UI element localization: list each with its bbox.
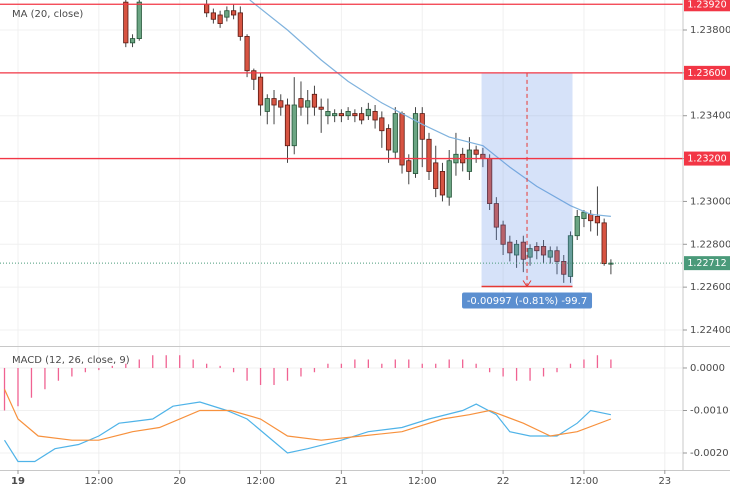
x-tick-label: 23 xyxy=(658,476,671,487)
y-tick-label: 0.0000 xyxy=(690,363,725,374)
candle-body xyxy=(284,104,291,147)
candle-body xyxy=(257,76,264,106)
candle-body xyxy=(217,14,223,24)
candle-body xyxy=(507,241,513,254)
candle-body xyxy=(534,246,540,252)
candle-body xyxy=(561,261,567,275)
candle-body xyxy=(379,117,385,132)
x-tick-label: 12:00 xyxy=(408,476,437,487)
candle-body xyxy=(554,250,560,262)
candle-body xyxy=(298,98,304,108)
candle-body xyxy=(372,111,378,121)
y-tick-label: 1.23000 xyxy=(690,196,730,207)
y-tick-label: -0.0010 xyxy=(690,405,729,416)
last-price-label: 1.22712 xyxy=(687,258,726,269)
candle-body xyxy=(433,162,439,189)
candle-body xyxy=(325,111,331,117)
candle-body xyxy=(318,106,324,110)
candle-body xyxy=(136,1,142,39)
y-tick-label: -0.0020 xyxy=(690,448,729,459)
candle-body xyxy=(399,113,405,166)
candle-body xyxy=(311,93,318,108)
x-tick-label: 21 xyxy=(335,476,348,487)
candle-body xyxy=(473,149,479,155)
candle-body xyxy=(305,100,311,108)
candle-body xyxy=(594,216,601,224)
x-tick-label: 12:00 xyxy=(84,476,113,487)
candle-body xyxy=(251,70,257,80)
candle-body xyxy=(365,108,371,117)
candle-body xyxy=(392,113,398,153)
candle-body xyxy=(224,10,230,18)
price-line-tag xyxy=(684,151,730,166)
candle-body xyxy=(540,246,547,256)
x-tick-label: 12:00 xyxy=(246,476,275,487)
y-tick-label: 1.22600 xyxy=(690,282,730,293)
measure-label-box xyxy=(462,292,593,309)
candle-body xyxy=(385,128,392,151)
candle-body xyxy=(412,113,419,174)
candle-body xyxy=(278,100,284,108)
candle-body xyxy=(210,12,216,20)
x-tick-label: 20 xyxy=(173,476,186,487)
x-tick-label: 22 xyxy=(497,476,510,487)
price-line-label: 1.23600 xyxy=(687,68,726,79)
candle-body xyxy=(574,216,580,237)
candle-body xyxy=(446,160,452,198)
candle-body xyxy=(237,12,243,37)
price-line-tag xyxy=(684,0,730,12)
candle-body xyxy=(129,38,136,44)
candle-body xyxy=(493,203,499,228)
y-tick-label: 1.23400 xyxy=(690,111,730,122)
candle-body xyxy=(581,211,587,219)
candle-body xyxy=(406,160,412,172)
candle-body xyxy=(466,149,473,172)
y-tick-label: 1.22400 xyxy=(690,325,730,336)
candle-body xyxy=(588,213,594,222)
candle-body xyxy=(123,1,129,44)
candle-body xyxy=(520,241,526,260)
candle-body xyxy=(513,243,520,256)
macd-title: MACD (12, 26, close, 9) xyxy=(12,355,130,366)
price-line-tag xyxy=(684,65,730,80)
candle-body xyxy=(291,104,297,147)
candle-body xyxy=(204,3,210,14)
y-tick-label: 1.22800 xyxy=(690,239,730,250)
price-line-label: 1.23200 xyxy=(687,154,726,165)
x-tick-label: 12:00 xyxy=(570,476,599,487)
candle-body xyxy=(332,113,338,117)
candle-body xyxy=(264,98,270,112)
ma-legend: MA (20, close) xyxy=(12,9,83,20)
candle-body xyxy=(426,138,432,172)
y-tick-label: 1.23800 xyxy=(690,25,730,36)
candle-body xyxy=(419,113,425,140)
candle-body xyxy=(338,113,344,117)
last-price-tag xyxy=(684,256,730,271)
axes xyxy=(0,0,730,471)
x-tick-label: 19 xyxy=(11,476,25,487)
candle-body xyxy=(244,36,250,72)
candle-body xyxy=(230,10,237,16)
candle-body xyxy=(352,113,358,117)
candle-body xyxy=(608,262,614,265)
line xyxy=(3,388,612,441)
candle-body xyxy=(547,250,553,258)
line xyxy=(249,0,611,217)
candle-body xyxy=(601,222,607,264)
candle-body xyxy=(527,248,533,258)
candle-body xyxy=(500,224,506,245)
candle-body xyxy=(439,171,446,196)
candle-body xyxy=(359,113,365,121)
measure-label: -0.00997 (-0.81%) -99.7 xyxy=(467,296,587,307)
candle-body xyxy=(567,235,574,277)
macd-pane xyxy=(3,355,612,463)
price-line-label: 1.23920 xyxy=(687,0,726,10)
candle-body xyxy=(271,98,277,106)
price-pane: -0.00997 (-0.81%) -99.7 xyxy=(0,0,683,309)
candle-body xyxy=(345,111,351,117)
